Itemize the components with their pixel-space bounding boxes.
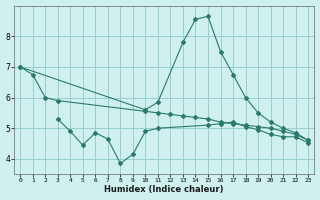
X-axis label: Humidex (Indice chaleur): Humidex (Indice chaleur) — [104, 185, 224, 194]
